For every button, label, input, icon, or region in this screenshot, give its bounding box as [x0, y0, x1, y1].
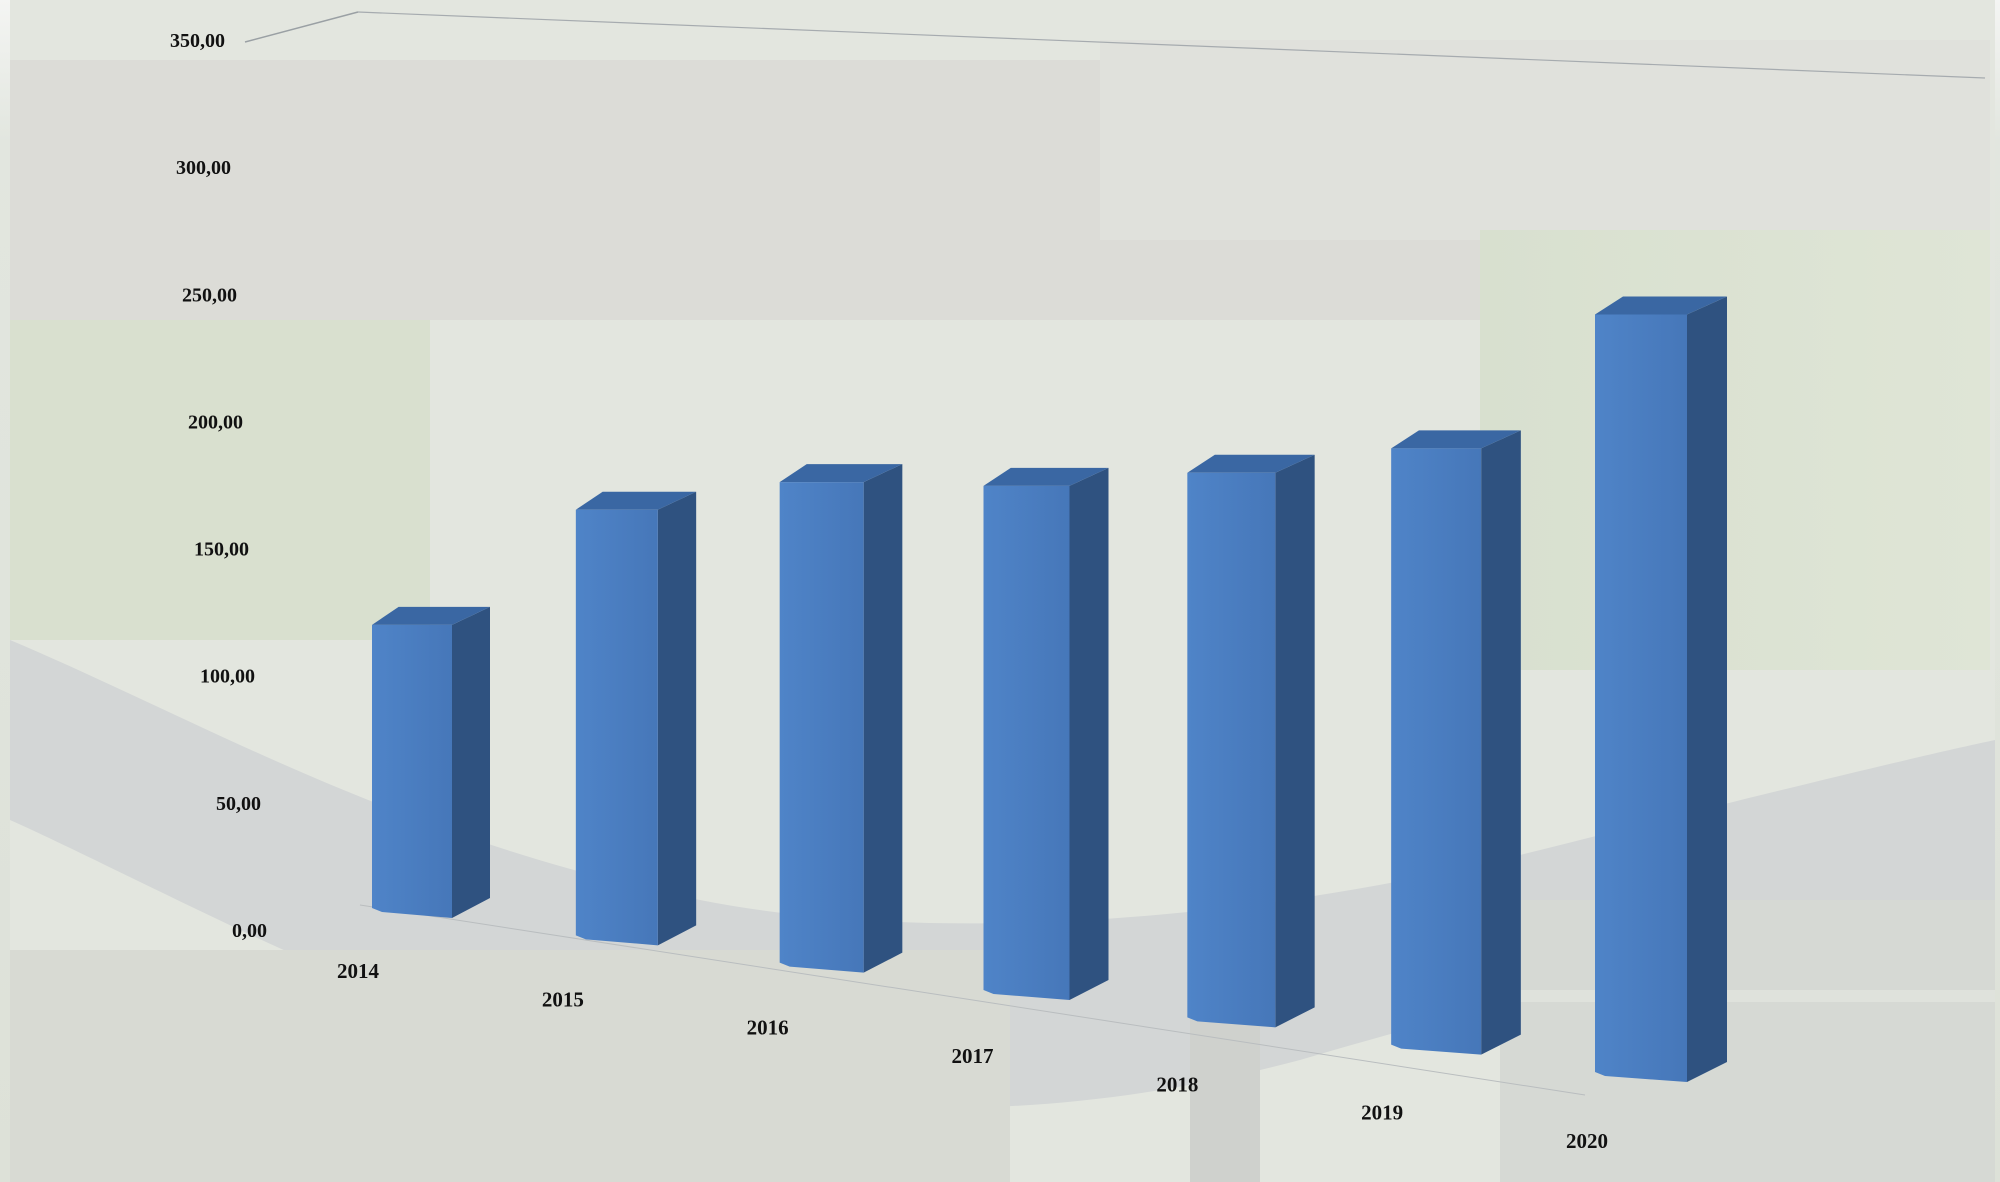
y-tick-label: 300,00: [176, 157, 231, 179]
y-tick-label: 200,00: [188, 411, 243, 433]
x-tick-label: 2016: [747, 1016, 789, 1040]
bar-side: [1481, 430, 1521, 1055]
x-tick-label: 2014: [337, 959, 380, 983]
bar-front: [372, 624, 452, 918]
bar-2019: [1391, 430, 1521, 1055]
bar-side: [1687, 296, 1727, 1082]
bar-front: [575, 509, 658, 946]
bar-front: [1187, 472, 1276, 1028]
bar-2015: [575, 491, 697, 946]
x-tick-label: 2019: [1361, 1101, 1403, 1125]
bar-side: [452, 606, 490, 918]
y-tick-label: 0,00: [232, 920, 267, 942]
bar-front: [1391, 448, 1482, 1055]
y-tick-label: 50,00: [216, 793, 261, 815]
y-tick-label: 100,00: [200, 666, 255, 688]
x-tick-label: 2018: [1156, 1072, 1198, 1096]
bar-front: [1595, 314, 1687, 1082]
bar-top: [1595, 296, 1727, 315]
bars: [372, 296, 1727, 1082]
bar-top: [779, 464, 903, 483]
chart-floor: [244, 11, 1986, 1096]
bar-top: [983, 467, 1109, 486]
bar-side: [1275, 454, 1315, 1028]
y-tick-label: 350,00: [170, 30, 225, 52]
y-axis: 0,00 50,00 100,00 150,00 200,00 250,00 300,00 3…: [170, 30, 267, 942]
bar-side: [863, 464, 903, 973]
bar-top: [575, 491, 697, 510]
bar-2014: [372, 606, 490, 918]
bar-top: [372, 606, 490, 625]
y-tick-label: 250,00: [182, 284, 237, 306]
bar-2016: [779, 464, 903, 973]
bar-2017: [983, 467, 1109, 1001]
bar-top: [1187, 454, 1315, 473]
bar-front: [983, 485, 1070, 1001]
bar-top: [1391, 430, 1521, 449]
x-tick-label: 2017: [952, 1044, 994, 1068]
bar-side: [657, 491, 697, 946]
x-tick-label: 2020: [1566, 1129, 1608, 1153]
x-tick-label: 2015: [542, 987, 584, 1011]
bar-2018: [1187, 454, 1315, 1028]
bar-2020: [1595, 296, 1727, 1082]
bar-front: [779, 482, 864, 973]
y-tick-label: 150,00: [194, 539, 249, 561]
bar-side: [1069, 467, 1109, 1001]
x-axis: 2014 2015 2016 2017 2018 2019 2020: [337, 959, 1608, 1153]
